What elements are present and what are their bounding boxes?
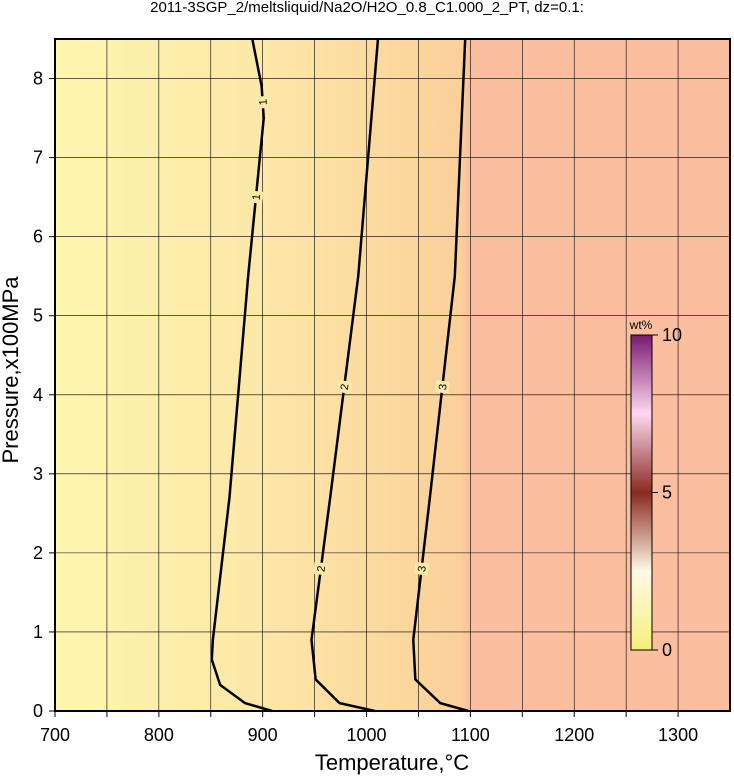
y-tick-label: 2 [33,543,43,563]
contour-label-bg [255,95,271,109]
y-tick-label: 7 [33,148,43,168]
y-tick-label: 6 [33,227,43,247]
contour-line [412,38,469,713]
x-tick-label: 1200 [554,725,594,745]
y-tick-label: 0 [33,701,43,721]
contour-label-bg [434,380,450,394]
contour-line [310,38,380,713]
colorbar-label: wt% [629,318,653,332]
colorbar-tick-label: 0 [662,640,672,660]
x-tick-label: 1000 [347,725,387,745]
colorbar-tick-label: 5 [662,483,672,503]
contour-label: 1 [251,194,264,201]
x-tick-label: 1300 [658,725,698,745]
contour-label: 3 [416,565,429,572]
y-tick-label: 4 [33,385,43,405]
x-tick-label: 1100 [451,725,490,745]
x-axis-label: Temperature,°C [315,750,469,775]
contour-label-bg [336,380,352,394]
plot-background [55,39,730,711]
contour-label-bg [313,561,329,576]
x-tick-label: 800 [144,725,174,745]
contour-label-bg [248,190,264,204]
plot-frame [54,38,731,712]
contour-label: 2 [339,383,352,391]
contour-label: 2 [315,565,328,573]
colorbar-tick-label: 10 [662,325,682,345]
y-tick-label: 1 [33,622,43,642]
y-axis-label: Pressure,x100MPa [0,276,23,464]
x-tick-label: 700 [40,725,70,745]
contour-label: 1 [258,99,270,106]
x-tick-label: 900 [248,725,278,745]
colorbar [630,334,653,651]
y-tick-label: 3 [33,464,43,484]
chart-title: 2011-3SGP_2/meltsliquid/Na2O/H2O_0.8_C1.… [150,0,584,16]
contour-label-bg [413,561,430,576]
y-tick-label: 5 [33,306,43,326]
y-tick-label: 8 [33,69,43,89]
contour-label: 3 [437,383,450,390]
